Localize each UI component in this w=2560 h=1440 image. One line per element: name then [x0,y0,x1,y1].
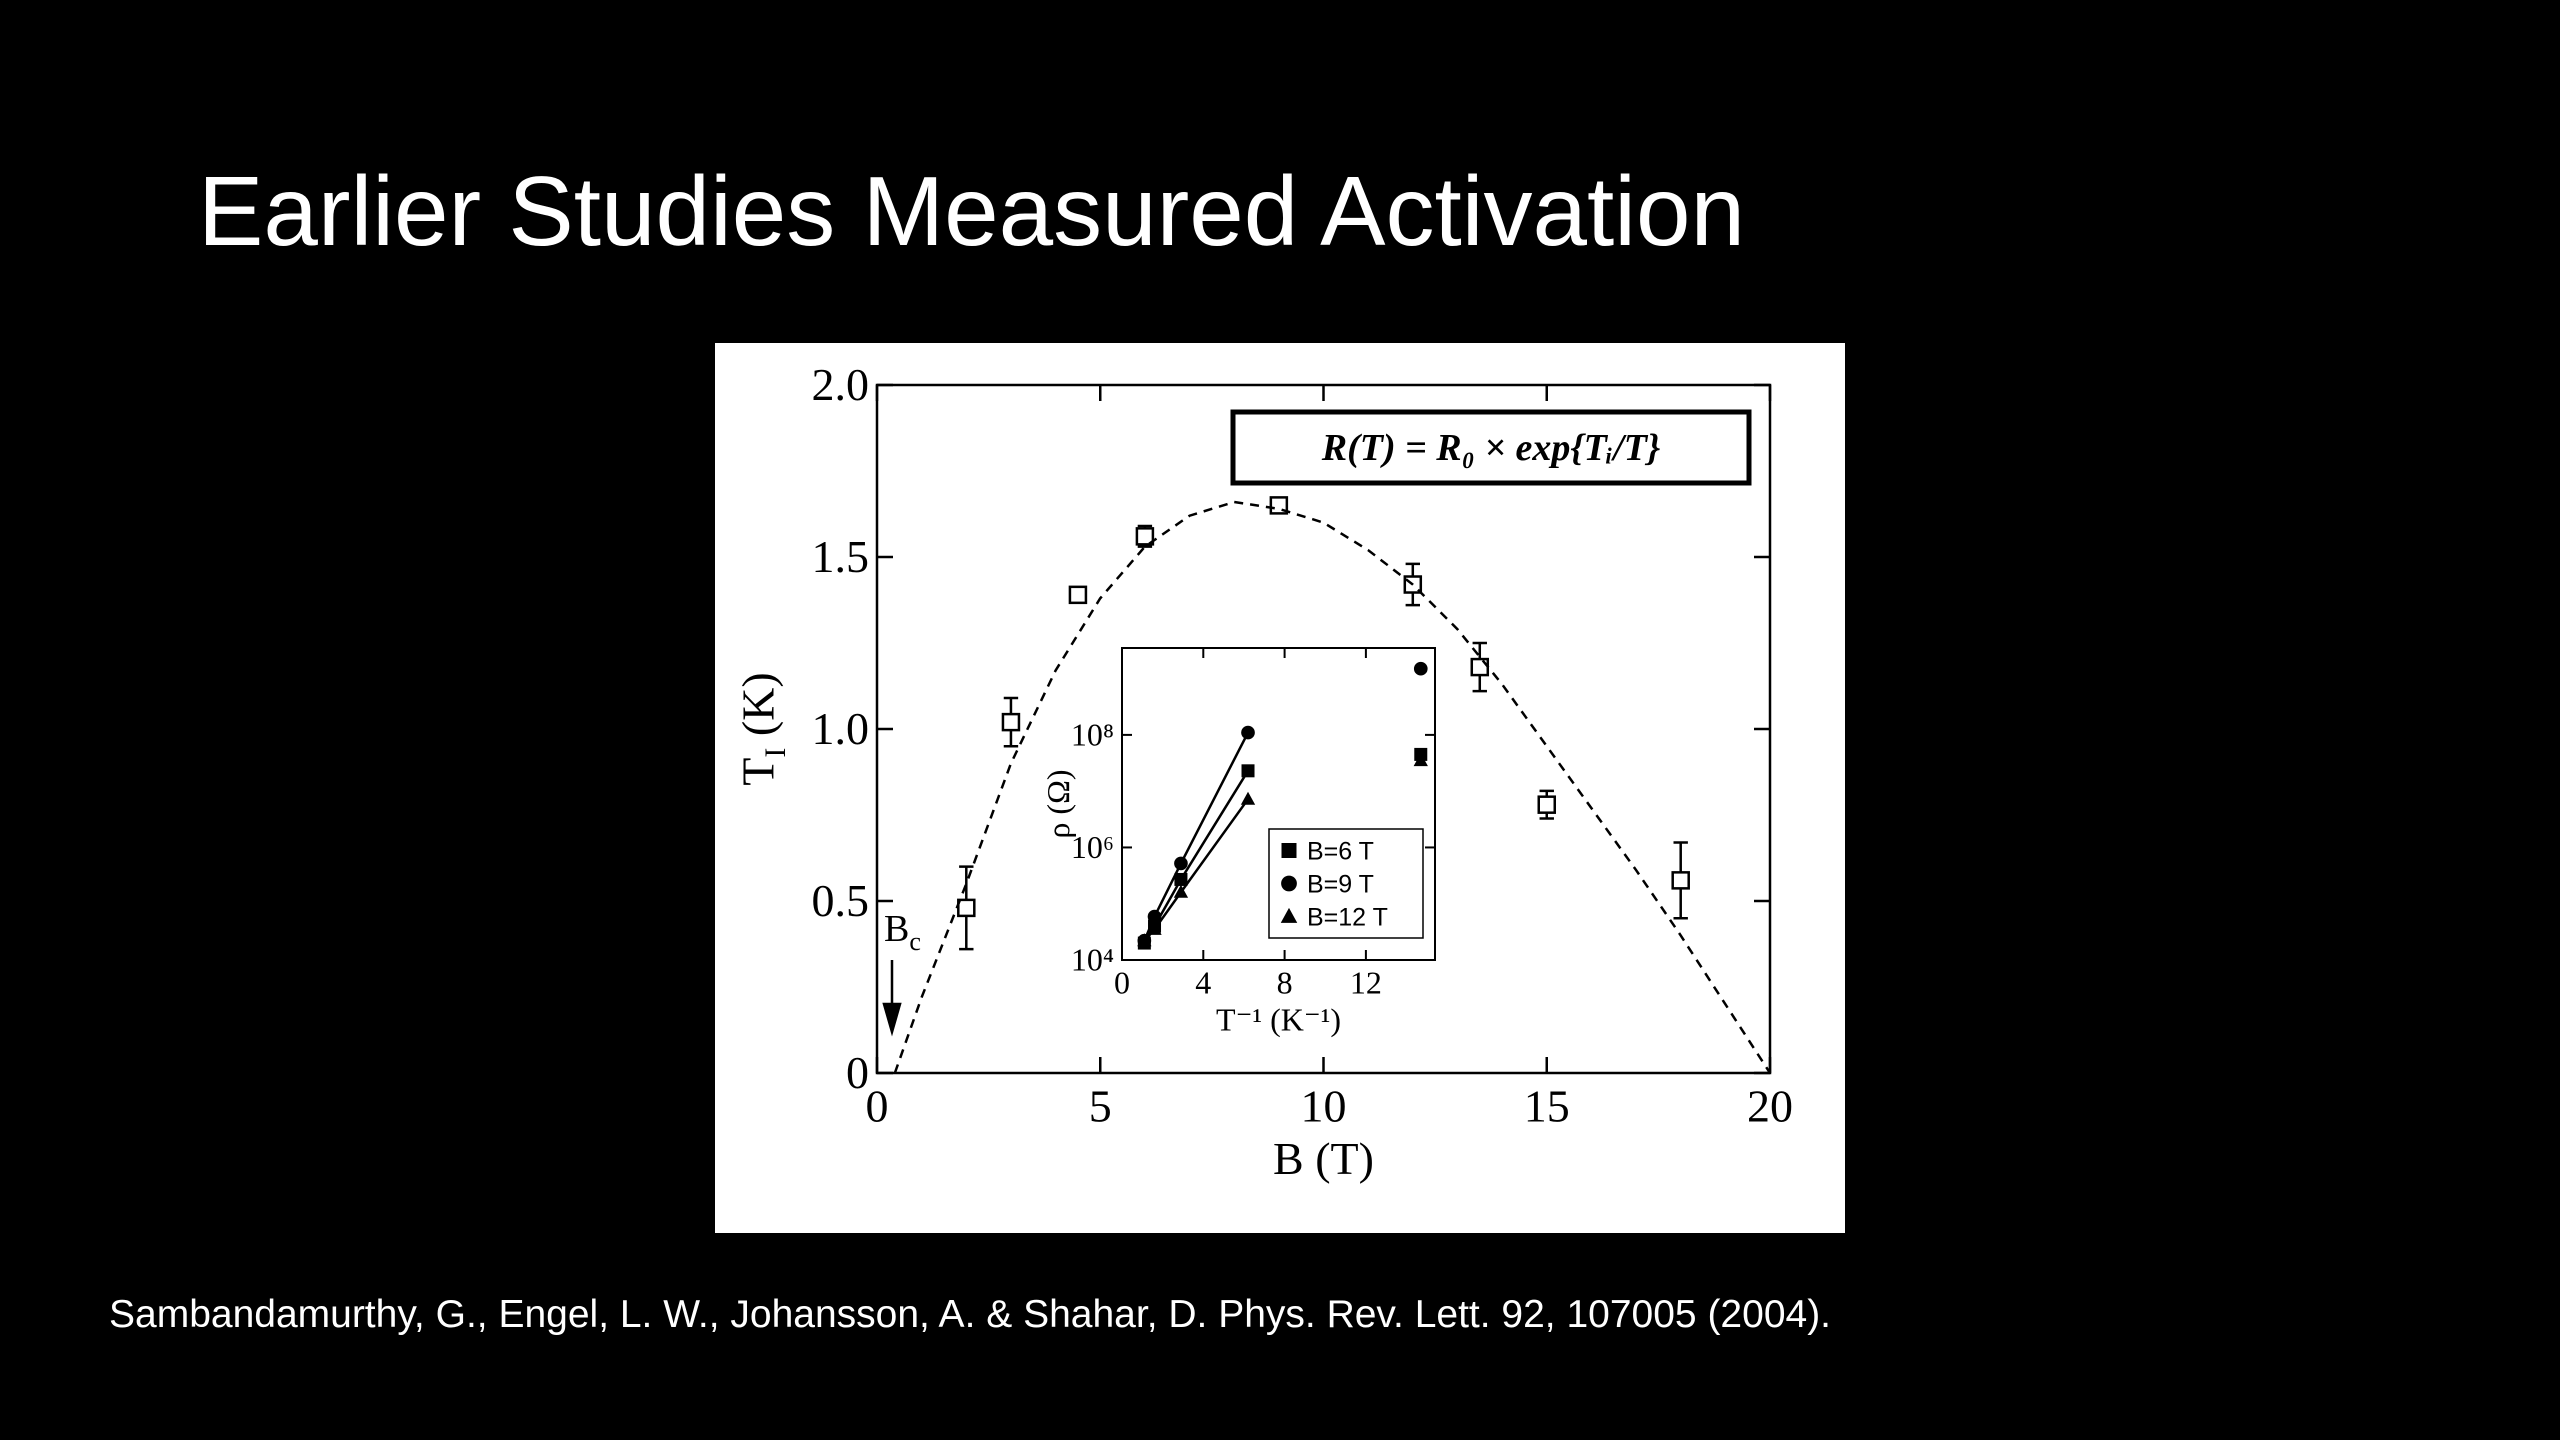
y-tick-label: 1.5 [812,531,870,582]
marker [1135,527,1155,546]
y-axis-label-subscript: I [759,748,792,758]
marker [1173,884,1189,898]
marker [1174,872,1188,886]
marker [1413,753,1428,767]
plot-frame [1121,647,1436,961]
marker [1537,795,1556,814]
figure-panel [715,343,1845,1233]
y-tick-label: 1.0 [812,703,870,754]
marker [1470,657,1490,677]
x-axis-label: B (T) [1273,1133,1374,1184]
x-tick-label: 15 [1524,1080,1570,1131]
formula-box [1230,409,1752,486]
threshold-label-base: B [884,908,909,950]
marker [1241,764,1255,778]
slide-title: Earlier Studies Measured Activation [198,156,1745,266]
y-axis-label-base: T [733,758,784,786]
x-tick-label: 12 [1350,965,1382,1001]
threshold-label-subscript: c [909,927,921,956]
y-tick-label: 2.0 [812,359,870,410]
y-axis-label-unit: (K) [733,672,784,736]
marker [1413,661,1428,676]
y-tick-label: 10⁶ [1071,829,1114,865]
formula: R(T) = R₀ × exp{Tᵢ/T} [1321,427,1661,469]
marker [1241,725,1255,740]
legend-label: B=9 T [1307,871,1374,899]
y-tick-label: 10⁸ [1071,716,1114,752]
x-tick-label: 4 [1195,965,1211,1001]
legend-label: B=6 T [1307,838,1374,866]
marker [1001,712,1021,732]
marker [1068,585,1088,605]
x-tick-label: 10 [1301,1080,1347,1131]
citation: Sambandamurthy, G., Engel, L. W., Johans… [109,1293,1831,1336]
marker [1240,791,1256,805]
marker [1137,933,1152,947]
threshold-label: Bc [884,908,921,956]
legend-label: B=12 T [1307,904,1388,932]
marker [1174,856,1188,871]
marker [957,898,976,918]
y-tick-label: 0.5 [812,875,870,926]
x-tick-label: 20 [1747,1080,1793,1131]
marker [1147,921,1162,935]
marker [1147,909,1162,924]
x-tick-label: 0 [866,1080,889,1131]
y-axis-label: TI (K) [733,672,793,785]
x-tick-label: 8 [1277,965,1293,1001]
x-tick-label: 5 [1089,1080,1112,1131]
legend-marker [1281,843,1297,858]
y-tick-label: 0 [846,1047,869,1098]
marker [1671,871,1690,890]
legend-marker [1281,875,1297,892]
threshold-arrow [882,960,902,1037]
x-axis-label: T⁻¹ (K⁻¹) [1216,1001,1341,1037]
legend-marker [1280,907,1298,923]
figure: 0 0.5 1.0 1.5 2.0 0 5 10 15 20 B (T) TI (K) R(T) = R₀… [733,359,1794,1184]
y-axis-label: ρ (Ω) [1040,769,1076,838]
x-tick-label: 0 [1114,965,1130,1001]
y-tick-label: 10⁴ [1071,942,1114,978]
